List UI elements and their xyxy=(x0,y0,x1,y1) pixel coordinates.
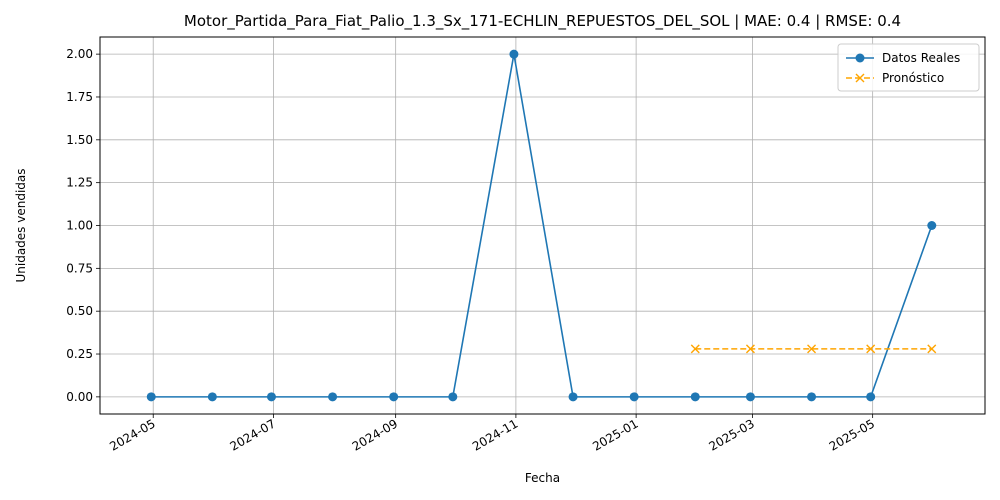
data-point xyxy=(807,392,817,402)
x-axis: 2024-05 2024-07 2024-09 2024-11 2025-01 2025-… xyxy=(107,414,877,454)
y-tick-label: 1.25 xyxy=(66,176,93,190)
x-axis-label: Fecha xyxy=(525,471,560,485)
legend: Datos Reales Pronóstico xyxy=(837,43,980,92)
y-tick-label: 0.25 xyxy=(66,347,93,361)
data-point xyxy=(146,392,156,402)
x-tick-label: 2024-09 xyxy=(350,416,400,453)
series-actual xyxy=(146,49,937,402)
y-tick-label: 1.75 xyxy=(66,90,93,104)
data-point xyxy=(866,392,876,402)
data-point xyxy=(266,392,276,402)
y-tick-label: 0.50 xyxy=(66,304,93,318)
data-point xyxy=(690,392,700,402)
chart-title: Motor_Partida_Para_Fiat_Palio_1.3_Sx_171… xyxy=(184,12,901,31)
x-tick-label: 2025-01 xyxy=(590,416,640,453)
series-line xyxy=(151,53,933,398)
data-point xyxy=(927,221,937,230)
data-point xyxy=(207,392,217,402)
y-tick-label: 1.50 xyxy=(66,133,93,147)
data-point xyxy=(629,392,639,402)
x-marker-stroke xyxy=(807,344,817,354)
data-point xyxy=(328,392,338,402)
data-point xyxy=(745,392,755,402)
data-point xyxy=(745,344,755,354)
x-tick-label: 2024-11 xyxy=(470,416,520,453)
x-tick-label: 2025-05 xyxy=(827,416,877,453)
x-marker-stroke xyxy=(690,344,700,354)
legend-marker xyxy=(855,73,865,83)
x-marker-stroke xyxy=(866,344,876,354)
series-layer xyxy=(146,49,937,402)
data-point xyxy=(866,344,876,354)
y-tick-label: 0.00 xyxy=(66,390,93,404)
legend-item: Datos Reales xyxy=(846,51,960,65)
x-marker-stroke xyxy=(927,344,937,354)
data-point xyxy=(448,392,458,402)
y-tick-label: 1.00 xyxy=(66,219,93,233)
legend-box xyxy=(837,43,980,92)
legend-label: Pronóstico xyxy=(882,71,944,85)
legend-marker xyxy=(855,53,865,63)
data-point xyxy=(807,344,817,354)
data-point xyxy=(927,344,937,354)
legend-item: Pronóstico xyxy=(846,71,944,85)
y-tick-label: 0.75 xyxy=(66,261,93,275)
data-point xyxy=(389,392,399,402)
data-point xyxy=(690,344,700,354)
y-axis-label: Unidades vendidas xyxy=(14,168,28,282)
x-marker-stroke xyxy=(745,344,755,354)
y-tick-label: 2.00 xyxy=(66,47,93,61)
legend-label: Datos Reales xyxy=(882,51,960,65)
data-point xyxy=(509,49,519,59)
x-tick-label: 2025-03 xyxy=(706,416,756,453)
x-tick-label: 2024-07 xyxy=(228,416,278,453)
series-forecast xyxy=(690,344,937,354)
grid xyxy=(100,37,985,414)
y-axis: 0.00 0.25 0.50 0.75 1.00 1.25 1.50 1.75 2.00 xyxy=(66,47,100,404)
data-point xyxy=(568,392,578,402)
x-tick-label: 2024-05 xyxy=(107,416,157,453)
